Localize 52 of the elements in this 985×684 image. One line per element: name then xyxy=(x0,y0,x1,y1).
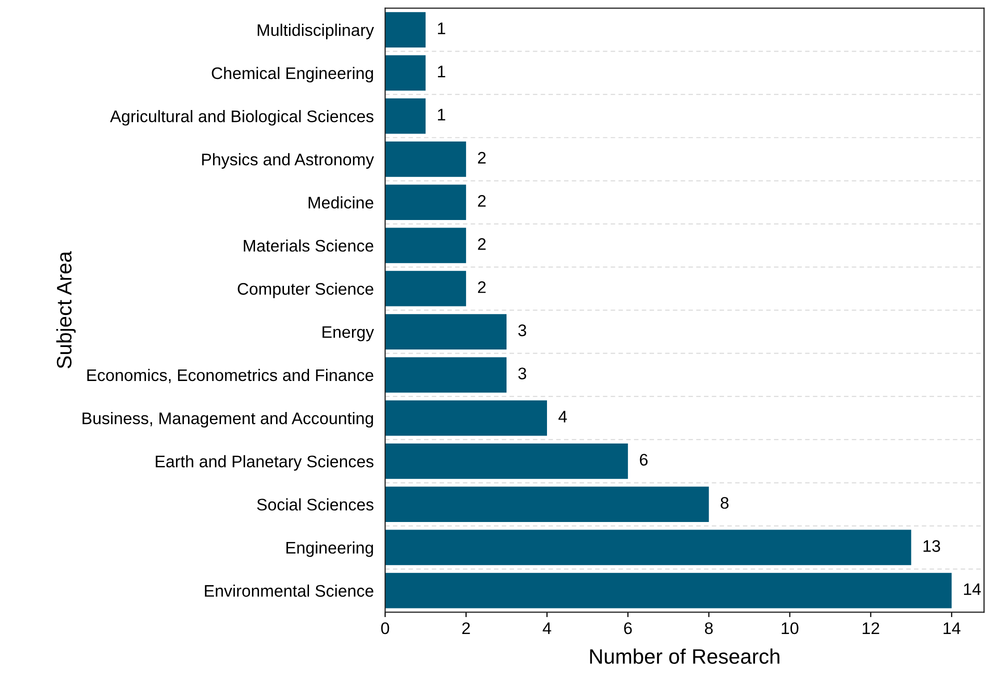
bar xyxy=(385,444,628,479)
y-tick-label: Computer Science xyxy=(238,282,374,298)
data-label: 8 xyxy=(720,497,729,509)
data-label: 2 xyxy=(478,238,486,250)
bar xyxy=(385,572,952,608)
data-label: 6 xyxy=(640,454,648,466)
y-tick-label: Earth and Planetary Sciences xyxy=(156,455,374,471)
y-tick-label: Chemical Engineering xyxy=(212,66,373,82)
y-axis-title: Subject Area xyxy=(56,251,76,368)
data-label: 14 xyxy=(964,583,981,595)
x-tick-label: 14 xyxy=(944,622,960,634)
x-tick-label: 0 xyxy=(381,622,390,634)
data-label: 2 xyxy=(478,195,486,207)
bar xyxy=(385,98,426,134)
x-tick-label: 10 xyxy=(782,622,798,634)
x-tick-label: 6 xyxy=(624,622,632,634)
bar xyxy=(385,12,426,48)
y-tick-label: Multidisciplinary xyxy=(258,24,374,40)
y-tick-label: Medicine xyxy=(308,196,374,209)
x-tick-label: 2 xyxy=(462,622,470,634)
data-label: 2 xyxy=(478,281,486,293)
x-axis-title: Number of Research xyxy=(590,648,780,664)
y-tick-label: Materials Science xyxy=(244,239,374,252)
data-label: 3 xyxy=(518,368,526,380)
bar xyxy=(385,270,466,306)
bar xyxy=(385,486,709,522)
y-tick-label: Engineering xyxy=(286,541,373,557)
data-label: 1 xyxy=(438,66,446,78)
bar xyxy=(385,314,507,350)
data-label: 4 xyxy=(558,410,567,422)
data-label: 1 xyxy=(438,22,446,34)
y-tick-label: Economics, Econometrics and Finance xyxy=(87,368,374,384)
bar xyxy=(385,530,912,566)
bar xyxy=(385,357,507,393)
data-label: 13 xyxy=(924,540,940,552)
y-tick-label: Agricultural and Biological Sciences xyxy=(110,110,374,126)
bar xyxy=(385,228,466,264)
y-tick-label: Energy xyxy=(322,326,374,342)
data-label: 2 xyxy=(478,152,486,164)
data-label: 3 xyxy=(518,324,526,336)
x-tick-label: 12 xyxy=(862,622,880,634)
y-tick-label: Social Sciences xyxy=(257,498,374,511)
data-label: 1 xyxy=(438,108,446,120)
bar xyxy=(385,184,466,220)
bar xyxy=(385,142,466,177)
y-tick-label: Business, Management and Accounting xyxy=(82,412,373,428)
bar xyxy=(385,400,547,436)
x-tick-label: 4 xyxy=(542,622,552,634)
x-tick-label: 8 xyxy=(704,622,713,634)
bar xyxy=(385,55,426,91)
y-tick-label: Environmental Science xyxy=(204,584,374,597)
y-tick-label: Physics and Astronomy xyxy=(202,153,374,169)
